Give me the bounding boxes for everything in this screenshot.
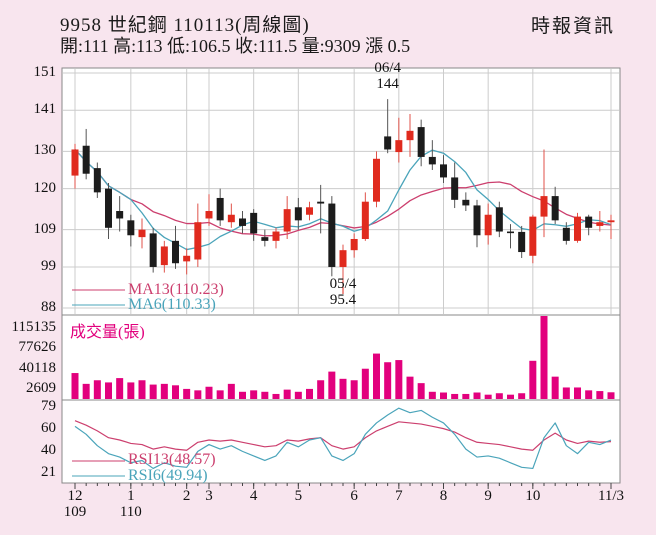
price-axis-label: 130: [33, 142, 57, 159]
month-axis-label: 9: [484, 488, 492, 504]
month-axis-label: 2: [182, 488, 191, 504]
volume-axis-label: 2609: [26, 379, 56, 396]
month-axis-label: 1: [127, 488, 135, 504]
month-axis-label: 11/3: [597, 488, 625, 504]
trough-annotation-date: 05/4: [329, 276, 357, 292]
price-axis-label: 88: [41, 299, 56, 315]
chart-title: 9958 世紀鋼 110113(周線圖): [60, 15, 310, 36]
price-axis-label: 141: [33, 101, 57, 118]
peak-annotation-price: 144: [376, 76, 399, 92]
rsi6-legend-label: RSI6(49.94): [128, 467, 208, 484]
rsi13-legend-label: RSI13(48.57): [128, 451, 216, 468]
rsi-axis-label: 21: [41, 464, 56, 480]
volume-axis-label: 115135: [11, 319, 56, 335]
month-axis-label: 5: [294, 488, 303, 504]
month-axis-label: 12: [67, 488, 83, 504]
ma13-legend-label: MA13(110.23): [128, 281, 224, 298]
price-axis-label: 109: [33, 220, 57, 237]
year-axis-label: 110: [119, 504, 142, 520]
peak-annotation-date: 06/4: [374, 60, 401, 76]
month-axis-label: 6: [350, 488, 358, 504]
volume-axis-label: 40118: [19, 359, 56, 376]
ma6-legend-label: MA6(110.33): [128, 296, 216, 313]
volume-axis-label: 77626: [18, 339, 57, 356]
month-axis-label: 7: [395, 488, 403, 504]
year-axis-label: 109: [63, 504, 87, 520]
month-axis-label: 4: [249, 488, 258, 504]
source-label: 時報資訊: [531, 16, 616, 37]
month-axis-label: 10: [525, 488, 541, 504]
trough-annotation: 05/4 95.4: [313, 276, 373, 308]
ohlc-summary: 開:111 高:113 低:106.5 收:111.5 量:9309 漲 0.5: [60, 36, 411, 56]
rsi-axis-label: 60: [41, 419, 56, 436]
peak-annotation: 06/4 144: [358, 60, 418, 92]
month-axis-label: 3: [205, 488, 213, 504]
price-axis-label: 151: [33, 64, 57, 80]
price-axis-label: 99: [41, 257, 56, 274]
volume-pane-title: 成交量(張): [70, 324, 145, 341]
trough-annotation-price: 95.4: [329, 292, 357, 308]
price-axis-label: 120: [33, 179, 57, 196]
rsi-axis-label: 40: [41, 442, 56, 459]
month-axis-label: 8: [439, 488, 448, 504]
rsi-axis-label: 79: [41, 398, 56, 414]
